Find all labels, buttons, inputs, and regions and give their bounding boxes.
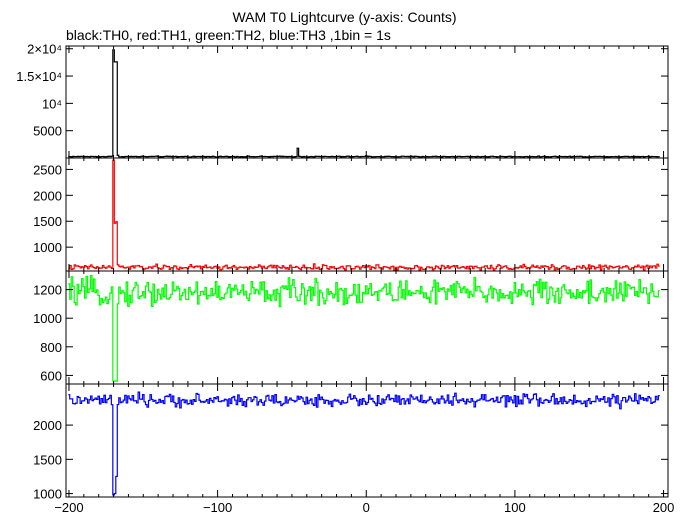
y-tick-label: 1000 — [33, 487, 62, 502]
x-tick-label: 100 — [504, 500, 526, 515]
y-tick-label: 1200 — [33, 283, 62, 298]
y-tick-label: 5000 — [33, 124, 62, 139]
y-tick-label: 600 — [40, 368, 62, 383]
x-tick-label: 200 — [653, 500, 675, 515]
y-tick-label: 1500 — [33, 452, 62, 467]
y-tick-label: 1000 — [33, 240, 62, 255]
series-line-TH3 — [68, 391, 660, 496]
x-tick-label: −200 — [54, 500, 83, 515]
y-tick-label: 2500 — [33, 162, 62, 177]
y-tick-label: 1000 — [33, 311, 62, 326]
series-line-TH2 — [68, 274, 660, 382]
panel-frame-TH0 — [65, 45, 669, 159]
y-tick-label: 2000 — [33, 418, 62, 433]
series-line-TH0 — [68, 49, 660, 158]
panel-frame-TH3 — [65, 383, 669, 498]
y-tick-label: 2×10⁴ — [27, 42, 62, 57]
x-tick-label: −100 — [203, 500, 232, 515]
y-tick-label: 2000 — [33, 188, 62, 203]
y-tick-label: 800 — [40, 340, 62, 355]
x-tick-label: 0 — [363, 500, 370, 515]
panel-frame-TH1 — [65, 157, 669, 272]
y-tick-label: 1.5×10⁴ — [16, 69, 62, 84]
series-line-TH1 — [68, 159, 660, 272]
chart-legend-text: black:TH0, red:TH1, green:TH2, blue:TH3 … — [66, 27, 391, 43]
chart-title: WAM T0 Lightcurve (y-axis: Counts) — [232, 9, 457, 25]
y-tick-label: 1500 — [33, 214, 62, 229]
y-tick-label: 10⁴ — [42, 96, 62, 111]
